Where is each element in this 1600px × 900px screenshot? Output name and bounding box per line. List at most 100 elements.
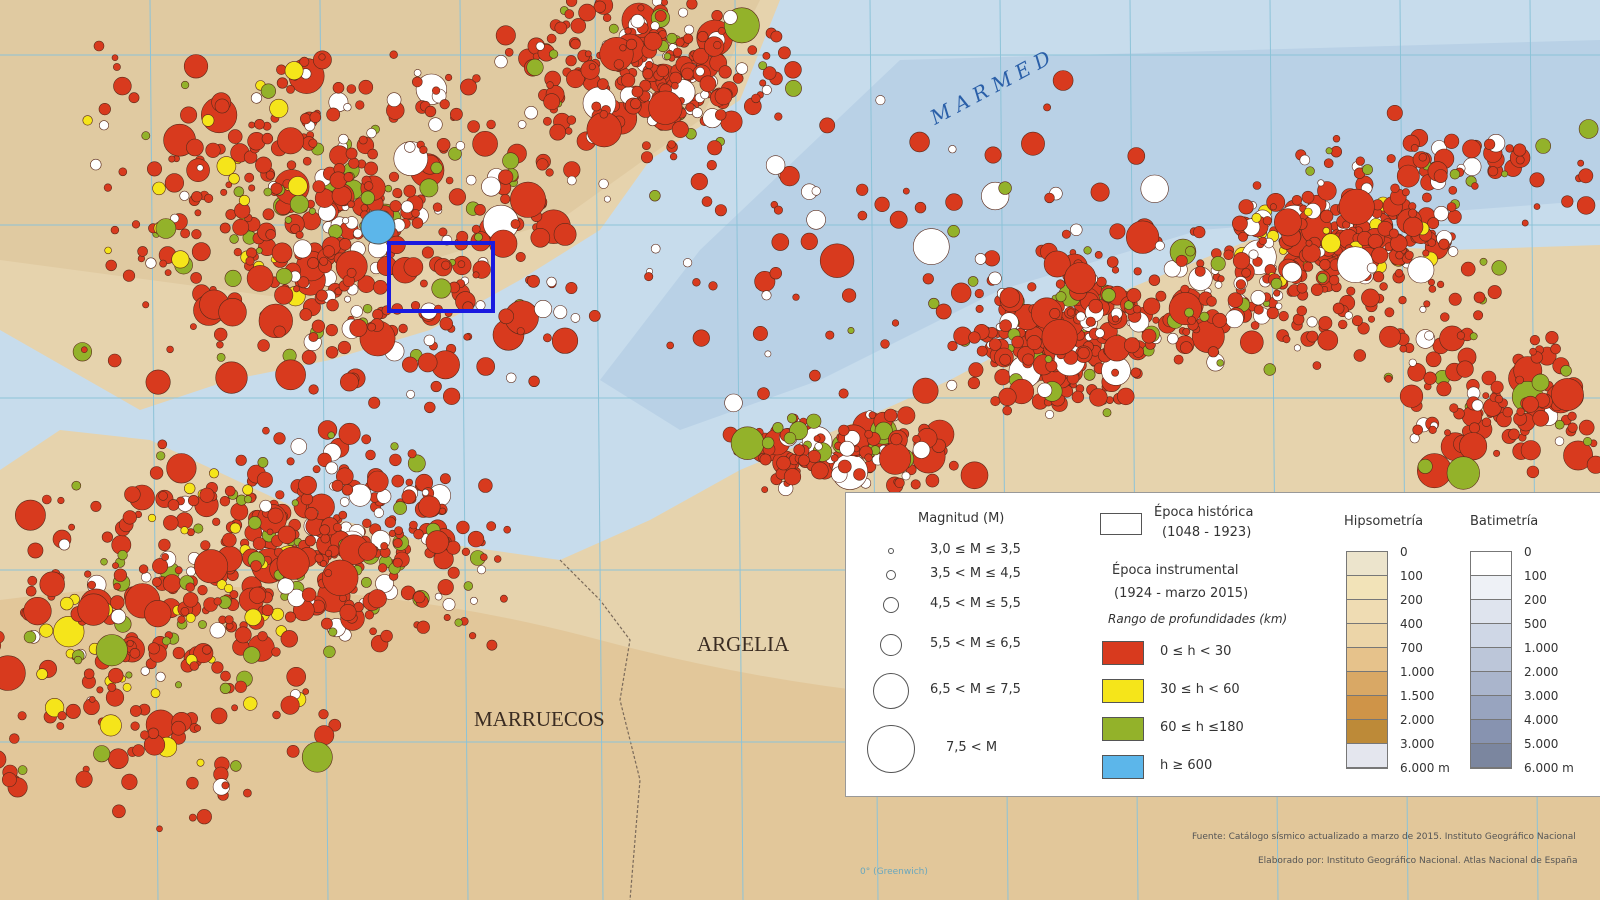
earthquake-marker: [110, 608, 126, 625]
earthquake-marker: [284, 611, 296, 623]
earthquake-marker: [1529, 347, 1537, 356]
earthquake-marker: [761, 290, 772, 301]
earthquake-marker: [1132, 305, 1142, 314]
earthquake-marker: [248, 121, 256, 129]
earthquake-marker: [935, 303, 952, 320]
earthquake-marker: [145, 369, 171, 395]
deep-earthquake-marker: [360, 209, 396, 245]
earthquake-marker: [322, 245, 335, 258]
earthquake-marker: [443, 613, 451, 621]
earthquake-marker: [1357, 322, 1370, 335]
earthquake-marker: [912, 441, 931, 459]
earthquake-marker: [1407, 256, 1435, 284]
earthquake-marker: [471, 224, 481, 234]
earthquake-marker: [257, 339, 270, 352]
earthquake-marker: [925, 473, 940, 488]
earthquake-marker: [1578, 419, 1595, 436]
earthquake-marker: [122, 510, 137, 525]
earthquake-marker: [271, 242, 293, 264]
earthquake-marker: [486, 521, 497, 532]
earthquake-marker: [509, 181, 546, 218]
earthquake-marker: [329, 171, 347, 189]
earthquake-marker: [706, 160, 717, 171]
earthquake-marker: [219, 682, 231, 695]
earthquake-marker: [1469, 332, 1478, 341]
earthquake-marker: [648, 90, 683, 125]
earthquake-marker: [39, 571, 65, 597]
earthquake-marker: [630, 98, 642, 110]
earthquake-marker: [220, 188, 228, 196]
earthquake-marker: [879, 442, 912, 475]
earthquake-marker: [224, 583, 234, 593]
earthquake-marker: [714, 204, 727, 217]
depth-swatch: [1102, 679, 1144, 703]
earthquake-marker: [275, 267, 293, 285]
earthquake-marker: [445, 73, 453, 82]
earthquake-marker: [1251, 212, 1262, 223]
earthquake-marker: [1583, 436, 1593, 446]
earthquake-marker: [325, 324, 338, 337]
bathymetry-band: [1471, 624, 1511, 648]
earthquake-marker: [894, 477, 905, 489]
earthquake-marker: [806, 210, 826, 230]
earthquake-marker: [1101, 288, 1116, 303]
earthquake-marker: [456, 230, 469, 243]
earthquake-marker: [1448, 186, 1458, 195]
earthquake-marker: [99, 120, 110, 131]
earthquake-marker: [1390, 183, 1400, 194]
magnitude-title: Magnitud (M): [918, 511, 1005, 526]
map-legend: Magnitud (M) 3,0 ≤ M ≤ 3,5 3,5 < M ≤ 4,5 4…: [845, 492, 1600, 797]
earthquake-marker: [1250, 290, 1266, 306]
earthquake-marker: [263, 187, 273, 197]
earthquake-marker: [1240, 330, 1264, 355]
earthquake-marker: [293, 285, 300, 293]
earthquake-marker: [325, 346, 339, 359]
bathymetry-tick: 2.000: [1524, 665, 1559, 679]
earthquake-marker: [129, 647, 141, 659]
earthquake-marker: [373, 279, 388, 295]
earthquake-marker: [1163, 260, 1181, 278]
earthquake-marker: [1066, 308, 1075, 317]
earthquake-marker: [883, 408, 898, 423]
earthquake-marker: [262, 208, 275, 221]
earthquake-marker: [784, 61, 802, 79]
earthquake-marker: [1037, 382, 1053, 398]
earthquake-marker: [157, 439, 168, 450]
earthquake-marker: [757, 387, 770, 400]
earthquake-marker: [248, 516, 262, 530]
earthquake-marker: [68, 523, 75, 531]
earthquake-marker: [675, 37, 685, 47]
earthquake-marker: [198, 620, 207, 629]
bathymetry-tick: 100: [1524, 569, 1547, 583]
earthquake-marker: [578, 3, 596, 22]
earthquake-marker: [229, 522, 241, 534]
earthquake-marker: [167, 499, 180, 511]
earthquake-marker: [448, 147, 462, 161]
earthquake-marker: [901, 471, 911, 481]
earthquake-marker: [1396, 164, 1420, 188]
earthquake-marker: [273, 325, 286, 338]
earthquake-marker: [1117, 387, 1135, 406]
earthquake-marker: [393, 501, 407, 515]
earthquake-marker: [864, 453, 873, 462]
hypsometry-tick: 200: [1400, 593, 1423, 607]
bathymetry-band: [1471, 696, 1511, 720]
earthquake-marker: [1152, 316, 1160, 324]
earthquake-marker: [108, 748, 129, 770]
depth-label: h ≥ 600: [1160, 758, 1213, 773]
earthquake-marker: [312, 180, 326, 193]
hypsometry-tick: 6.000 m: [1400, 761, 1450, 775]
earthquake-marker: [1206, 296, 1217, 307]
earthquake-marker: [185, 613, 196, 623]
earthquake-marker: [708, 281, 718, 291]
earthquake-marker: [1554, 436, 1565, 446]
earthquake-marker: [318, 709, 329, 720]
earthquake-marker: [1102, 408, 1112, 418]
earthquake-marker: [1155, 240, 1165, 251]
earthquake-marker: [122, 682, 132, 692]
earthquake-marker: [1274, 208, 1302, 237]
earthquake-marker: [735, 62, 749, 75]
earthquake-marker: [604, 195, 611, 203]
earthquake-marker: [1502, 406, 1514, 418]
earthquake-marker: [302, 156, 312, 166]
